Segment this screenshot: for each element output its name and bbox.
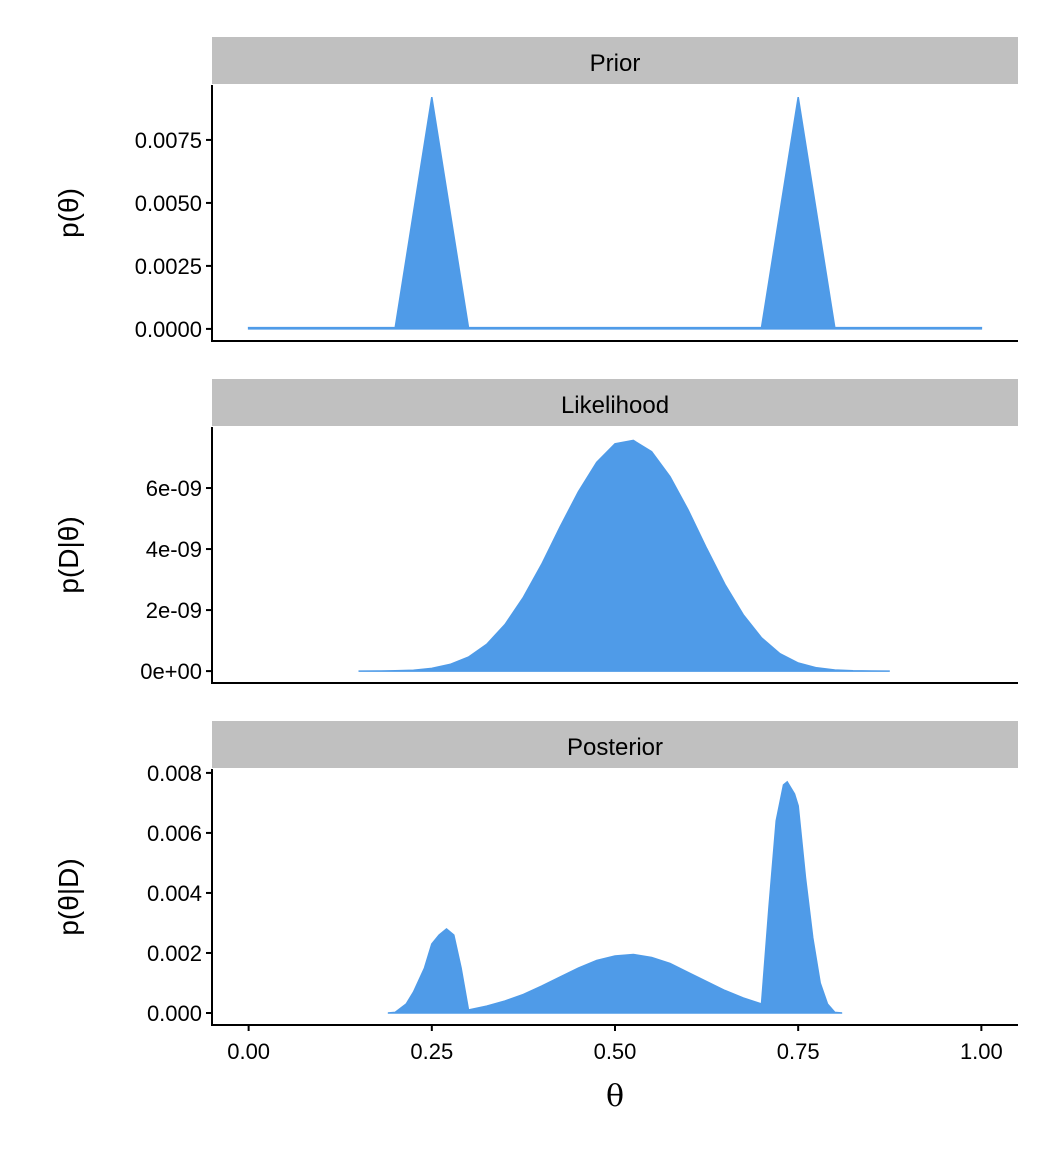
y-axis-title: p(θ) — [53, 188, 84, 238]
x-tick-label: 0.50 — [594, 1039, 637, 1064]
y-tick-label: 0.002 — [147, 941, 202, 966]
area-likelihood — [358, 439, 890, 672]
panel-likelihood: Likelihood 0e+00 2e-09 4e-09 6e-09 p(D|θ) — [53, 379, 1018, 684]
y-tick-label: 6e-09 — [146, 476, 202, 501]
area-posterior — [387, 780, 843, 1014]
y-tick-label: 0.0025 — [135, 254, 202, 279]
y-tick-label: 0.000 — [147, 1001, 202, 1026]
x-tick-label: 1.00 — [960, 1039, 1003, 1064]
y-axis-title: p(θ|D) — [53, 858, 84, 935]
x-tick-label: 0.75 — [777, 1039, 820, 1064]
y-tick-label: 0.0075 — [135, 128, 202, 153]
x-tick-label: 0.00 — [227, 1039, 270, 1064]
y-tick-label: 0e+00 — [140, 659, 202, 684]
panel-posterior: Posterior 0.000 0.002 0.004 0.006 0.008 p(θ|D)… — [53, 721, 1018, 1064]
y-tick-label: 2e-09 — [146, 598, 202, 623]
y-tick-label: 4e-09 — [146, 537, 202, 562]
y-tick-label: 0.004 — [147, 881, 202, 906]
facet-strip — [212, 37, 1018, 84]
y-axis-title: p(D|θ) — [53, 516, 84, 593]
panel-prior: Prior 0.0000 0.0025 0.0050 0.0075 p(θ) — [53, 37, 1018, 342]
facet-title: Likelihood — [561, 392, 669, 419]
y-tick-label: 0.008 — [147, 761, 202, 786]
y-tick-label: 0.006 — [147, 821, 202, 846]
x-axis-title: θ — [606, 1079, 624, 1114]
facet-title: Prior — [590, 50, 641, 77]
facet-strip — [212, 721, 1018, 768]
facet-title: Posterior — [567, 734, 663, 761]
y-tick-label: 0.0000 — [135, 317, 202, 342]
area-prior — [247, 96, 983, 330]
x-tick-label: 0.25 — [410, 1039, 453, 1064]
y-tick-label: 0.0050 — [135, 191, 202, 216]
facet-strip — [212, 379, 1018, 426]
